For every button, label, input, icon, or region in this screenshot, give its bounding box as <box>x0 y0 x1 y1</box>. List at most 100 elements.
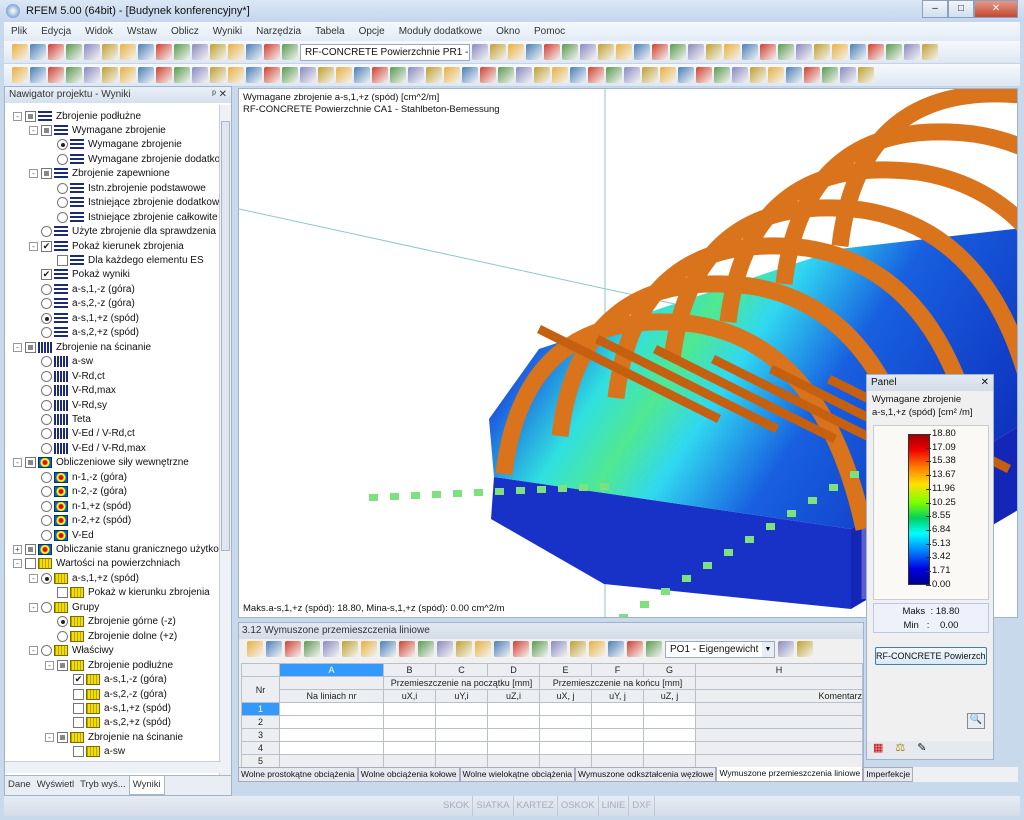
toolbar-icon[interactable] <box>516 67 532 83</box>
toolbar-icon[interactable] <box>778 44 794 60</box>
toolbar-icon[interactable] <box>192 67 208 83</box>
table-cell[interactable] <box>591 754 644 768</box>
menu-11[interactable]: Pomoc <box>534 26 566 37</box>
toolbar-icon[interactable] <box>372 67 388 83</box>
checkbox[interactable] <box>25 457 36 469</box>
table-toolbar-icon[interactable] <box>304 641 320 657</box>
toolbar-icon[interactable] <box>120 67 136 83</box>
status-toggle-skok[interactable]: SKOK <box>440 796 474 816</box>
nav-tab-3[interactable]: Wyniki <box>128 776 165 795</box>
table-toolbar-icon[interactable] <box>532 641 548 657</box>
table-toolbar-icon[interactable] <box>380 641 396 657</box>
table-cell[interactable] <box>539 754 592 768</box>
radio-button[interactable] <box>57 630 68 642</box>
tree-item[interactable]: a-s,2,-z (góra) <box>61 687 167 701</box>
toolbar-icon[interactable] <box>228 67 244 83</box>
toolbar-icon[interactable] <box>174 67 190 83</box>
menu-3[interactable]: Wstaw <box>126 26 157 37</box>
toolbar-icon[interactable] <box>544 44 560 60</box>
table-cell[interactable] <box>695 728 863 742</box>
toolbar-icon[interactable] <box>580 44 596 60</box>
toolbar-icon[interactable] <box>300 67 316 83</box>
tree-item[interactable]: - Zbrojenie na ścinanie <box>13 340 151 354</box>
tree-item[interactable]: n-2,+z (spód) <box>29 514 131 528</box>
radio-button[interactable] <box>41 442 52 454</box>
radio-button[interactable] <box>57 616 68 628</box>
toolbar-icon[interactable] <box>282 67 298 83</box>
toolbar-icon[interactable] <box>804 67 820 83</box>
radio-button[interactable] <box>41 385 52 397</box>
toolbar-icon[interactable] <box>66 44 82 60</box>
toolbar-icon[interactable] <box>616 44 632 60</box>
radio-button[interactable] <box>57 197 68 209</box>
nav-tab-1[interactable]: Wyświetl <box>36 779 75 790</box>
toolbar-icon[interactable] <box>318 67 334 83</box>
nav-tab-0[interactable]: Dane <box>8 779 31 790</box>
table-cell[interactable] <box>279 741 384 755</box>
tree-item[interactable]: - Wartości na powierzchniach <box>13 557 180 571</box>
row-number[interactable]: 3 <box>241 728 280 742</box>
table-toolbar-icon[interactable] <box>551 641 567 657</box>
table-cell[interactable] <box>487 715 540 729</box>
toolbar-icon[interactable] <box>390 67 406 83</box>
toolbar-icon[interactable] <box>174 44 190 60</box>
radio-button[interactable] <box>41 399 52 411</box>
toolbar-icon[interactable] <box>246 44 262 60</box>
dropdown-arrow-icon[interactable]: ▼ <box>762 641 774 657</box>
module-button[interactable]: RF-CONCRETE Powierzchnie <box>875 647 987 665</box>
toolbar-icon[interactable] <box>462 67 478 83</box>
table-cell[interactable] <box>695 715 863 729</box>
toolbar-icon[interactable] <box>102 44 118 60</box>
checkbox[interactable] <box>73 688 84 700</box>
table-toolbar-icon[interactable] <box>646 641 662 657</box>
toolbar-icon[interactable] <box>786 67 802 83</box>
toolbar-icon[interactable] <box>48 67 64 83</box>
toolbar-icon[interactable] <box>508 44 524 60</box>
expand-toggle-icon[interactable]: - <box>13 342 22 352</box>
tree-item[interactable]: - Zbrojenie podłużne <box>13 109 141 123</box>
checkbox[interactable] <box>25 341 36 353</box>
checkbox[interactable] <box>73 746 84 758</box>
toolbar-icon[interactable] <box>282 44 298 60</box>
radio-button[interactable] <box>57 182 68 194</box>
tree-item[interactable]: V-Ed / V-Rd,ct <box>29 427 135 441</box>
column-header[interactable]: A <box>279 663 384 677</box>
toolbar-icon[interactable] <box>606 67 622 83</box>
tree-item[interactable]: - Zbrojenie podłużne <box>45 658 173 672</box>
toolbar-icon[interactable] <box>750 67 766 83</box>
table-cell[interactable] <box>279 715 384 729</box>
toolbar-icon[interactable] <box>102 67 118 83</box>
checkbox[interactable] <box>25 110 36 122</box>
table-cell[interactable] <box>279 754 384 768</box>
table-cell[interactable] <box>643 715 696 729</box>
toolbar-icon[interactable] <box>526 44 542 60</box>
radio-button[interactable] <box>41 486 52 498</box>
checkbox[interactable] <box>57 255 68 266</box>
toolbar-icon[interactable] <box>534 67 550 83</box>
tree-item[interactable]: - Grupy <box>29 600 99 614</box>
tree-item[interactable]: - Wymagane zbrojenie <box>29 123 166 137</box>
table-toolbar-icon[interactable] <box>627 641 643 657</box>
toolbar-icon[interactable] <box>652 44 668 60</box>
tree-item[interactable]: V-Rd,sy <box>29 398 107 412</box>
table-tab-5[interactable]: Imperfekcje <box>863 767 914 782</box>
checkbox[interactable]: ✔ <box>73 674 84 686</box>
radio-button[interactable] <box>41 356 52 368</box>
radio-button[interactable] <box>41 515 52 527</box>
tree-item[interactable]: n-1,+z (spód) <box>29 499 131 513</box>
table-cell[interactable] <box>279 728 384 742</box>
checkbox[interactable] <box>73 717 84 729</box>
menu-7[interactable]: Tabela <box>315 26 345 37</box>
tree-item[interactable]: n-1,-z (góra) <box>29 470 127 484</box>
toolbar-icon[interactable] <box>850 44 866 60</box>
table-toolbar-icon[interactable] <box>323 641 339 657</box>
tree-item[interactable]: V-Rd,ct <box>29 369 105 383</box>
table-tab-1[interactable]: Wolne obciążenia kołowe <box>357 767 460 782</box>
maximize-button[interactable]: □ <box>948 0 974 18</box>
checkbox[interactable] <box>25 544 36 555</box>
status-toggle-dxf[interactable]: DXF <box>629 796 656 816</box>
radio-button[interactable] <box>41 298 52 310</box>
tree-item[interactable]: Zbrojenie dolne (+z) <box>45 629 177 643</box>
table-tab-3[interactable]: Wymuszone odkształcenia węzłowe <box>574 767 717 782</box>
tree-item[interactable]: ✔ Pokaż wyniki <box>29 268 130 282</box>
